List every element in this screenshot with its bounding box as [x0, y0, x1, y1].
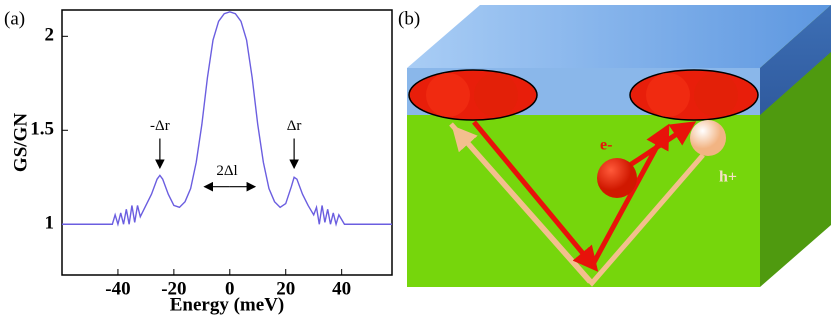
x-tick-label: 0: [225, 278, 235, 299]
hole-label: h+: [719, 169, 737, 186]
plot-frame: [61, 9, 393, 276]
electron-label: e-: [600, 137, 612, 154]
top-face: [407, 5, 831, 68]
chart: -40 -20 0 20 40 1 1.5 2 Energy (meV) GS/GN -Δr Δr 2Δ…: [10, 9, 393, 315]
arrow: [451, 125, 592, 284]
y-tick-label: 2: [45, 25, 55, 46]
x-tick-label: 20: [276, 278, 295, 299]
y-tick-label: 1: [45, 213, 55, 234]
x-tick-label: -40: [105, 278, 130, 299]
cooper-pair: [408, 69, 538, 121]
x-axis-label: Energy (meV): [170, 294, 285, 315]
electron: [597, 158, 637, 198]
y-axis-label: GS/GN: [10, 113, 31, 172]
annotation: 2Δl: [216, 163, 237, 179]
diagram: e- h+: [407, 5, 831, 287]
cooper-pair: [629, 69, 759, 121]
x-tick-label: 40: [332, 278, 351, 299]
side-layer: [760, 5, 831, 115]
y-tick-label: 1.5: [30, 119, 54, 140]
arrow: [472, 120, 599, 272]
panel-label: (b): [398, 8, 420, 29]
annotation: Δr: [287, 118, 302, 134]
panel-label: (a): [4, 8, 25, 29]
annotation: -Δr: [150, 118, 170, 134]
line-series: [62, 11, 392, 227]
x-tick-label: -20: [161, 278, 186, 299]
hole: [690, 120, 726, 156]
arrow: [628, 121, 697, 168]
